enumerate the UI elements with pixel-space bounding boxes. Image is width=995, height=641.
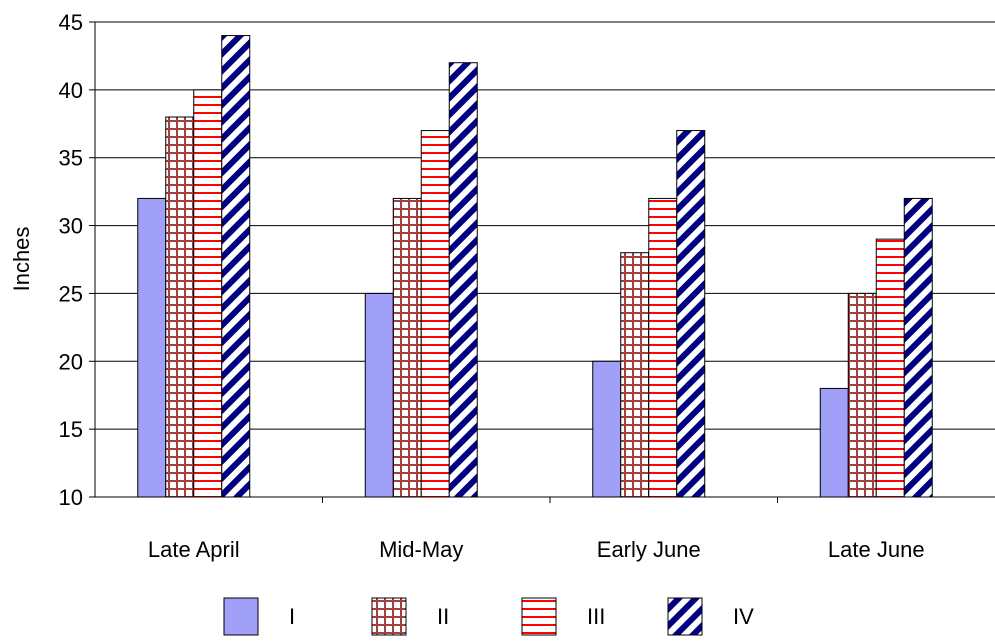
- bar-ii-late-june: [847, 292, 877, 498]
- y-tick-label: 10: [59, 485, 83, 510]
- y-axis-ticks: 10 15 20 25 30 35 40 45: [59, 10, 95, 510]
- bar-ii-mid-may: [392, 197, 422, 498]
- bar-i-late-june: [819, 387, 849, 498]
- x-axis-labels: Late April Mid-May Early June Late June: [148, 537, 925, 562]
- x-tick-label: Late June: [828, 537, 925, 562]
- bar-i-mid-may: [364, 292, 394, 498]
- legend-label-iii: III: [587, 604, 605, 629]
- bar-iii-late-april: [193, 89, 223, 498]
- x-tick-label: Late April: [148, 537, 240, 562]
- y-tick-label: 40: [59, 78, 83, 103]
- x-tick-label: Early June: [597, 537, 701, 562]
- bar-i-late-april: [137, 197, 167, 498]
- legend-swatch-ii: [371, 597, 407, 636]
- y-tick-label: 15: [59, 417, 83, 442]
- legend-swatch-iv: [667, 597, 703, 636]
- axes: [94, 22, 995, 503]
- y-tick-label: 45: [59, 10, 83, 35]
- legend-label-ii: II: [437, 604, 449, 629]
- legend-swatch-iii: [521, 597, 557, 636]
- y-tick-label: 20: [59, 349, 83, 374]
- bars: [137, 35, 933, 498]
- bar-iv-late-april: [221, 35, 251, 498]
- y-tick-label: 25: [59, 281, 83, 306]
- x-tick-label: Mid-May: [379, 537, 463, 562]
- bar-iii-mid-may: [420, 130, 450, 498]
- bar-iii-early-june: [648, 197, 678, 498]
- bar-ii-late-april: [165, 116, 195, 498]
- bar-iv-mid-may: [448, 62, 478, 498]
- legend: I II III IV: [223, 597, 754, 636]
- y-tick-label: 35: [59, 146, 83, 171]
- bar-iv-late-june: [903, 197, 933, 498]
- legend-swatch-i: [223, 597, 259, 636]
- bar-i-early-june: [592, 360, 622, 498]
- bar-iii-late-june: [875, 238, 905, 498]
- y-axis-title: Inches: [9, 227, 34, 292]
- legend-label-iv: IV: [733, 604, 754, 629]
- bar-ii-early-june: [620, 252, 650, 498]
- legend-label-i: I: [289, 604, 295, 629]
- bar-iv-early-june: [676, 130, 706, 498]
- y-tick-label: 30: [59, 214, 83, 239]
